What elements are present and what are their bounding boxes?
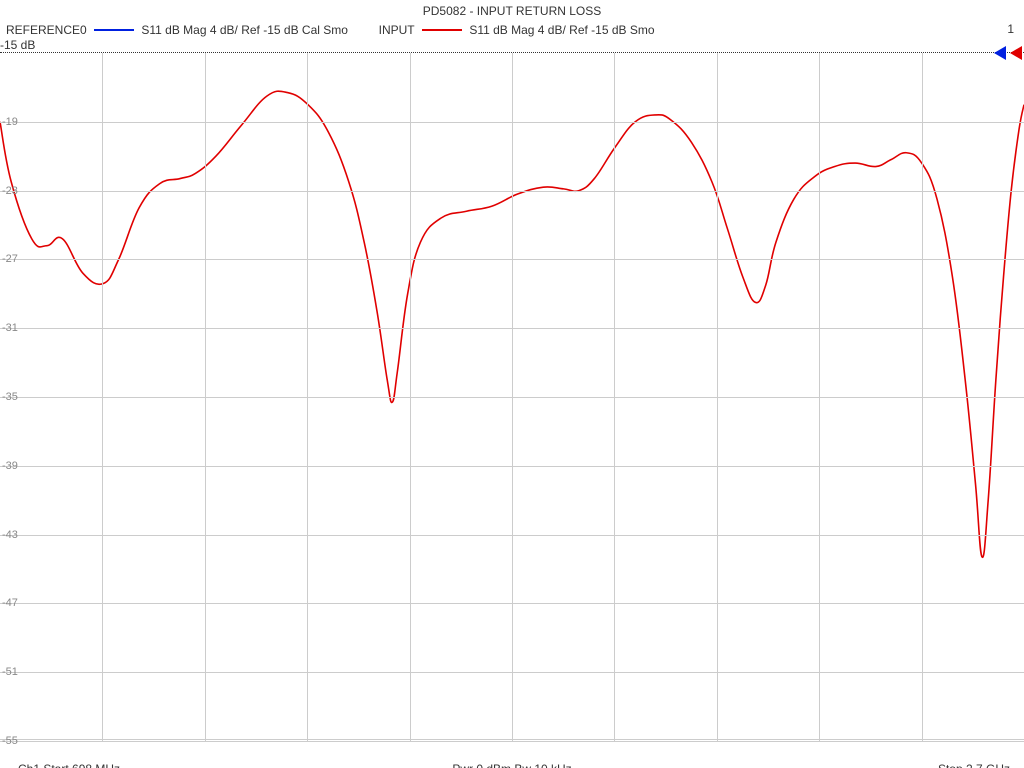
grid-line-v — [614, 53, 615, 741]
y-tick-label: -39 — [2, 460, 18, 472]
trace1-desc: S11 dB Mag 4 dB/ Ref -15 dB Cal Smo — [141, 23, 348, 37]
y-tick-label: -19 — [2, 116, 18, 128]
y-tick-label: -35 — [2, 391, 18, 403]
grid-line-v — [512, 53, 513, 741]
trace1-name: REFERENCE0 — [6, 23, 87, 37]
grid-line-v — [307, 53, 308, 741]
trace2-color-swatch — [422, 29, 462, 31]
y-tick-label: -43 — [2, 529, 18, 541]
footer-stop: Stop 2.7 GHz — [938, 762, 1010, 768]
reference-level-label: -15 dB — [0, 38, 35, 52]
trace1-color-swatch — [94, 29, 134, 31]
grid-line-v — [819, 53, 820, 741]
y-tick-label: -27 — [2, 253, 18, 265]
grid-line-v — [102, 53, 103, 741]
trace2-name: INPUT — [379, 23, 415, 37]
trace2-desc: S11 dB Mag 4 dB/ Ref -15 dB Smo — [469, 23, 654, 37]
marker-number: 1 — [1007, 22, 1014, 36]
plot-area: -19-23-27-31-35-39-43-47-51-55 — [0, 52, 1024, 740]
y-tick-label: -51 — [2, 666, 18, 678]
grid-line-v — [717, 53, 718, 741]
legend-bar: REFERENCE0 S11 dB Mag 4 dB/ Ref -15 dB C… — [6, 22, 1018, 38]
y-tick-label: -31 — [2, 322, 18, 334]
grid-line-v — [922, 53, 923, 741]
grid-line-h — [0, 741, 1024, 742]
grid-line-v — [205, 53, 206, 741]
y-tick-label: -23 — [2, 185, 18, 197]
footer-center: Pwr 0 dBm Bw 10 kHz — [0, 762, 1024, 768]
marker-arrow-icon — [994, 46, 1006, 60]
grid-line-v — [410, 53, 411, 741]
vna-screenshot: PD5082 - INPUT RETURN LOSS REFERENCE0 S1… — [0, 0, 1024, 768]
chart-title: PD5082 - INPUT RETURN LOSS — [0, 4, 1024, 18]
marker-arrow-icon — [1010, 46, 1022, 60]
y-tick-label: -47 — [2, 597, 18, 609]
y-tick-label: -55 — [2, 735, 18, 747]
